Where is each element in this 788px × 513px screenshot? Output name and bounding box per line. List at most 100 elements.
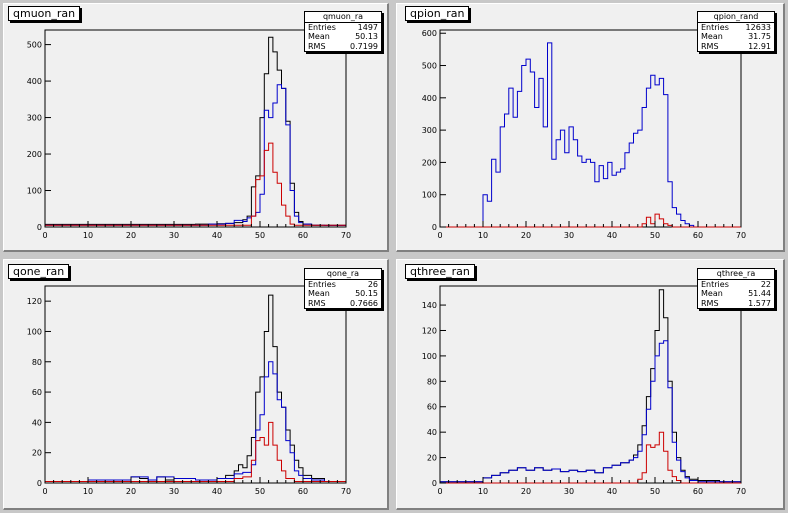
stats-name: qmuon_ra: [305, 12, 381, 23]
histogram-series-blue: [45, 84, 346, 226]
stats-value: 50.13: [355, 32, 378, 41]
histogram-series-blue: [440, 42, 741, 228]
x-tick-label: 20: [521, 231, 531, 240]
plot-frame-qthree: [439, 285, 742, 484]
stats-row: Mean 51.44: [698, 289, 774, 299]
stats-value: 12.91: [748, 41, 771, 51]
x-tick-label: 50: [255, 231, 265, 240]
stats-name: qthree_ra: [698, 269, 774, 280]
y-tick-label: 120: [422, 326, 437, 335]
x-tick-label: 0: [42, 487, 47, 496]
x-tick-label: 50: [650, 487, 660, 496]
x-tick-label: 0: [437, 487, 442, 496]
histogram-series-blue: [440, 340, 742, 483]
stats-value: 22: [760, 279, 771, 289]
panel-title-qthree: qthree_ran: [405, 264, 475, 279]
stats-box-qmuon: qmuon_ra Entries 1497 Mean 50.13 RMS 0.7199: [304, 11, 382, 52]
y-tick-label: 300: [422, 126, 437, 135]
y-tick-label: 100: [422, 191, 437, 200]
stats-label: Entries: [308, 22, 336, 32]
y-tick-label: 0: [37, 223, 42, 232]
y-tick-label: 0: [432, 223, 437, 232]
x-tick-label: 20: [126, 231, 136, 240]
stats-row: Entries 22: [698, 280, 774, 290]
y-tick-label: 100: [27, 187, 42, 196]
y-tick-label: 300: [27, 114, 42, 123]
x-tick-label: 40: [607, 231, 617, 240]
y-tick-label: 400: [422, 94, 437, 103]
x-tick-label: 60: [298, 487, 308, 496]
y-tick-label: 0: [432, 479, 437, 488]
stats-row: RMS 12.91: [698, 42, 774, 52]
stats-value: 31.75: [748, 32, 771, 41]
y-tick-label: 60: [32, 388, 42, 397]
x-tick-label: 70: [341, 487, 351, 496]
stats-box-qone: qone_ra Entries 26 Mean 50.15 RMS 0.7666: [304, 268, 382, 309]
x-tick-label: 30: [564, 231, 574, 240]
y-tick-label: 200: [27, 150, 42, 159]
stats-row: Mean 50.15: [305, 289, 381, 299]
stats-row: Entries 12633: [698, 23, 774, 33]
y-tick-label: 80: [32, 358, 42, 367]
x-tick-label: 50: [255, 487, 265, 496]
stats-label: RMS: [308, 41, 326, 51]
x-tick-label: 60: [693, 487, 703, 496]
x-tick-label: 50: [650, 231, 660, 240]
stats-label: RMS: [701, 41, 719, 51]
y-tick-label: 500: [422, 62, 437, 71]
stats-value: 0.7199: [350, 41, 378, 51]
y-tick-label: 140: [422, 301, 437, 310]
stats-value: 1497: [357, 22, 378, 32]
panel-title-qpion: qpion_ran: [405, 6, 470, 21]
plot-frame-qmuon: [44, 29, 347, 228]
stats-value: 51.44: [748, 289, 771, 298]
stats-label: Entries: [701, 279, 729, 289]
x-tick-label: 20: [126, 487, 136, 496]
stats-row: RMS 1.577: [698, 299, 774, 309]
stats-value: 26: [367, 279, 378, 289]
y-tick-label: 20: [427, 454, 437, 463]
x-tick-label: 30: [169, 231, 179, 240]
y-tick-label: 100: [422, 352, 437, 361]
x-tick-label: 0: [437, 231, 442, 240]
stats-value: 1.577: [748, 298, 771, 308]
stats-label: Entries: [308, 279, 336, 289]
x-tick-label: 10: [478, 231, 488, 240]
stats-value: 50.15: [355, 289, 378, 298]
stats-label: Mean: [701, 289, 723, 298]
x-tick-label: 40: [212, 231, 222, 240]
stats-value: 0.7666: [350, 298, 378, 308]
plot-frame-qone: [44, 285, 347, 484]
x-tick-label: 40: [212, 487, 222, 496]
stats-row: Entries 26: [305, 280, 381, 290]
y-tick-label: 100: [27, 327, 42, 336]
x-tick-label: 10: [83, 487, 93, 496]
y-tick-label: 600: [422, 29, 437, 38]
panel-title-qone: qone_ran: [8, 264, 70, 279]
stats-label: RMS: [701, 298, 719, 308]
x-tick-label: 10: [478, 487, 488, 496]
stats-label: Mean: [308, 289, 330, 298]
histogram-series-blue: [45, 361, 347, 483]
y-tick-label: 80: [427, 377, 437, 386]
plot-frame-qpion: [439, 29, 742, 228]
x-tick-label: 30: [169, 487, 179, 496]
histogram-series-red: [440, 213, 741, 228]
y-tick-label: 40: [427, 428, 437, 437]
stats-label: Mean: [701, 32, 723, 41]
histogram-series-red: [440, 431, 741, 484]
x-tick-label: 70: [736, 231, 746, 240]
stats-label: RMS: [308, 298, 326, 308]
y-tick-label: 200: [422, 158, 437, 167]
x-tick-label: 40: [607, 487, 617, 496]
stats-row: Entries 1497: [305, 23, 381, 33]
stats-label: Entries: [701, 22, 729, 32]
stats-row: Mean 31.75: [698, 32, 774, 42]
stats-name: qpion_rand: [698, 12, 774, 23]
x-tick-label: 10: [83, 231, 93, 240]
y-tick-label: 400: [27, 77, 42, 86]
stats-row: RMS 0.7666: [305, 299, 381, 309]
x-tick-label: 20: [521, 487, 531, 496]
y-tick-label: 60: [427, 403, 437, 412]
